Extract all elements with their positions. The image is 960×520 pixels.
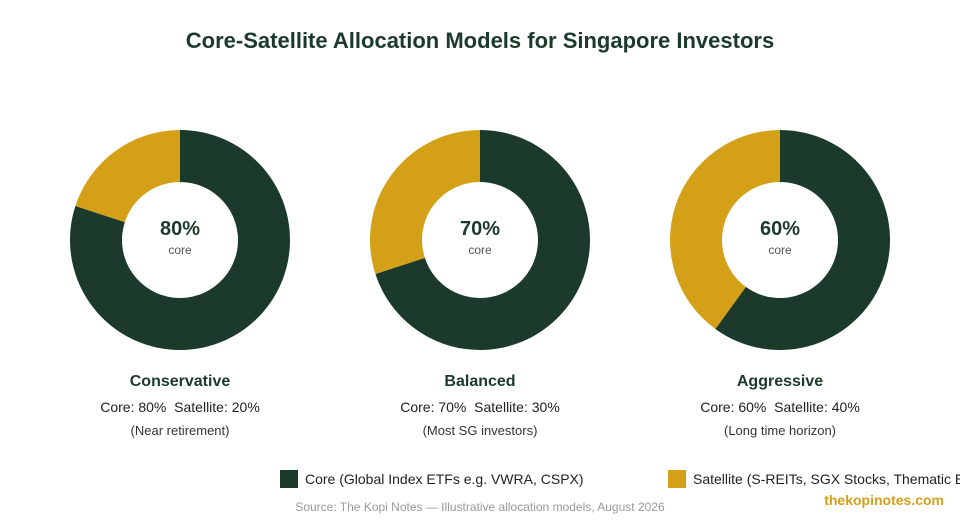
donut-conservative: 80% core (69, 130, 290, 350)
donut-center-value: 70% (460, 218, 500, 240)
model-name: Conservative (129, 373, 231, 390)
donut-slice-core (375, 130, 590, 350)
legend-core: Core (Global Index ETFs e.g. VWRA, CSPX) (280, 469, 584, 489)
legend-core-swatch (280, 470, 298, 488)
model-note: (Most SG investors) (422, 423, 538, 438)
model-name: Balanced (444, 373, 516, 390)
donut-center-label: core (468, 243, 492, 257)
brand-watermark: thekopinotes.com (824, 492, 944, 508)
model-split: Core: 80% Satellite: 20% (100, 399, 260, 415)
donut-slice-satellite (75, 130, 180, 223)
donut-center-value: 80% (160, 218, 200, 240)
donut-center-value: 60% (760, 218, 800, 240)
model-label-block: Balanced Core: 70% Satellite: 30% (Most SG… (350, 372, 610, 440)
model-note: (Near retirement) (130, 423, 230, 438)
donut-center-label: core (168, 243, 192, 257)
donut-center-label: core (768, 243, 792, 257)
legend-satellite: Satellite (S-REITs, SGX Stocks, Thematic… (668, 469, 960, 489)
donut-slice-satellite (370, 129, 480, 274)
donut-slice-core (715, 130, 890, 350)
donut-slice-satellite (670, 130, 780, 329)
legend-satellite-label: Satellite (S-REITs, SGX Stocks, Thematic… (693, 471, 960, 487)
model-split: Core: 60% Satellite: 40% (700, 399, 860, 415)
model-label-block: Aggressive Core: 60% Satellite: 40% (Long … (650, 372, 910, 440)
source-note: Source: The Kopi Notes — Illustrative al… (295, 500, 665, 514)
donut-aggressive: 60% core (670, 130, 890, 350)
model-note: (Long time horizon) (724, 423, 836, 438)
model-name: Aggressive (736, 373, 824, 390)
donut-charts: 80% core 70% core 60% core (69, 129, 890, 350)
model-split: Core: 70% Satellite: 30% (400, 399, 560, 415)
donut-balanced: 70% core (370, 129, 590, 350)
chart-title: Core-Satellite Allocation Models for Sin… (185, 28, 775, 53)
model-label-block: Conservative Core: 80% Satellite: 20% (Nea… (50, 372, 310, 440)
donut-slice-core (69, 130, 290, 350)
legend-satellite-swatch (668, 470, 686, 488)
legend-core-label: Core (Global Index ETFs e.g. VWRA, CSPX) (305, 471, 584, 487)
